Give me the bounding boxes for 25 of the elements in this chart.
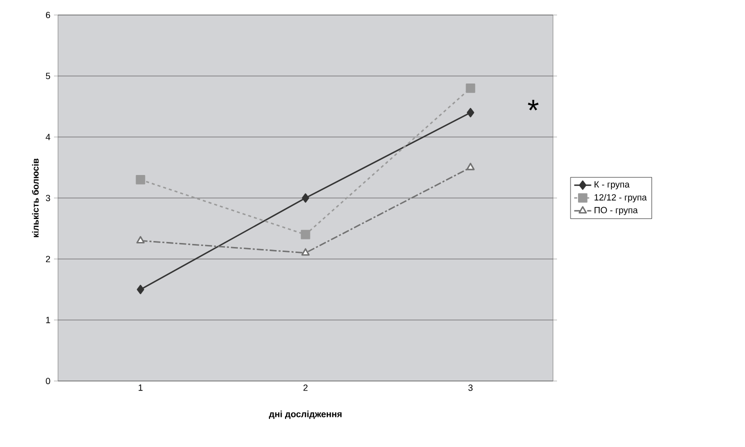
point bbox=[136, 175, 146, 184]
point bbox=[301, 248, 310, 256]
point bbox=[466, 162, 475, 170]
point bbox=[302, 193, 310, 203]
y-axis-title: кількість болюсів bbox=[32, 158, 39, 238]
y-tick-label: 6 bbox=[46, 12, 50, 18]
point bbox=[466, 84, 476, 93]
point bbox=[466, 108, 474, 118]
x-axis-title: дні дослідження bbox=[268, 410, 342, 419]
point bbox=[300, 230, 310, 240]
legend-label: 12/12 - група bbox=[594, 194, 647, 202]
y-tick-label: 5 bbox=[46, 72, 50, 80]
y-tick-label: 3 bbox=[46, 194, 50, 202]
x-tick-label: 1 bbox=[138, 384, 143, 391]
annotation: * bbox=[528, 100, 539, 110]
point bbox=[136, 284, 144, 294]
y-tick-label: 4 bbox=[46, 134, 50, 140]
y-tick-label: 0 bbox=[46, 378, 50, 384]
x-tick-label: 2 bbox=[303, 384, 308, 391]
y-tick-label: 1 bbox=[46, 316, 50, 324]
y-tick-label: 2 bbox=[46, 256, 50, 262]
legend-label: ПО - група bbox=[594, 206, 638, 216]
x-tick-label: 3 bbox=[468, 384, 473, 391]
legend-label: К - група bbox=[594, 181, 630, 190]
point bbox=[136, 236, 145, 244]
